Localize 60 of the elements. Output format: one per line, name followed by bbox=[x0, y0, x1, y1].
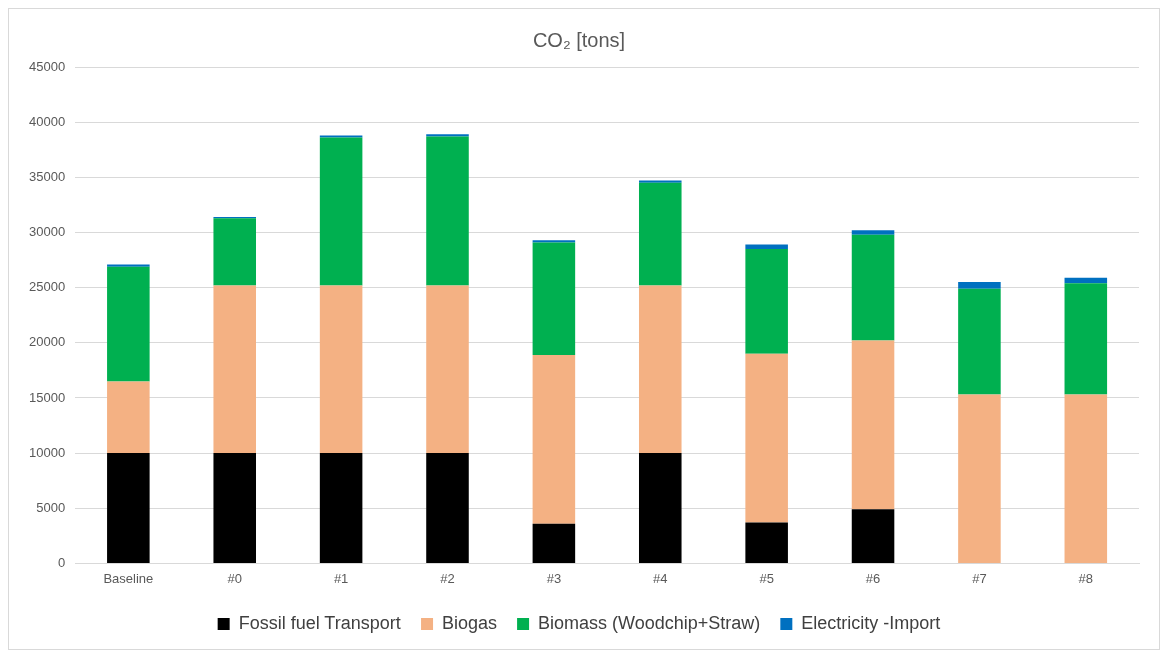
bar bbox=[319, 137, 363, 286]
bar bbox=[213, 218, 256, 286]
bar bbox=[426, 285, 469, 454]
y-tick-label: 25000 bbox=[28, 279, 66, 295]
bar bbox=[638, 285, 682, 454]
bar bbox=[745, 249, 788, 354]
bar bbox=[213, 285, 256, 454]
x-tick-label: #3 bbox=[546, 570, 562, 586]
bar bbox=[958, 394, 1001, 563]
bar bbox=[638, 453, 682, 563]
x-tick-label: #7 bbox=[972, 570, 987, 586]
legend-label: Fossil fuel Transport bbox=[238, 612, 401, 633]
legend-label: Biomass (Woodchip+Straw) bbox=[538, 612, 761, 633]
y-tick-label: 40000 bbox=[28, 113, 66, 129]
bar bbox=[638, 180, 682, 183]
legend-label: Biogas bbox=[442, 612, 498, 633]
bar bbox=[958, 288, 1001, 395]
y-tick-label: 5000 bbox=[36, 499, 66, 515]
y-tick-label: 10000 bbox=[28, 444, 66, 460]
y-tick-label: 0 bbox=[57, 554, 66, 570]
bar bbox=[532, 523, 576, 563]
bar bbox=[851, 234, 895, 341]
bar bbox=[958, 282, 1001, 289]
legend-label: Electricity -Import bbox=[801, 612, 941, 633]
x-tick-label: #1 bbox=[333, 570, 349, 586]
y-tick-label: 20000 bbox=[28, 334, 66, 350]
bar bbox=[426, 453, 469, 563]
y-tick-label: 30000 bbox=[28, 224, 66, 240]
x-tick-label: Baseline bbox=[103, 570, 154, 586]
x-tick-label: #2 bbox=[440, 570, 455, 586]
bar bbox=[638, 182, 682, 286]
bar bbox=[745, 244, 788, 250]
bar bbox=[851, 230, 895, 235]
bar bbox=[319, 453, 363, 563]
x-tick-label: #8 bbox=[1078, 570, 1094, 586]
bar bbox=[213, 453, 256, 563]
bar bbox=[426, 136, 469, 286]
bar bbox=[1064, 394, 1108, 563]
bar bbox=[319, 285, 363, 454]
bar bbox=[1064, 283, 1108, 395]
y-tick-label: 45000 bbox=[28, 58, 66, 74]
bar bbox=[532, 242, 576, 355]
bar bbox=[851, 340, 895, 510]
y-tick-label: 15000 bbox=[28, 389, 66, 405]
bar bbox=[532, 354, 576, 524]
x-tick-label: #4 bbox=[653, 570, 668, 586]
y-tick-label: 35000 bbox=[28, 168, 66, 184]
bar bbox=[319, 135, 363, 138]
bar bbox=[107, 453, 150, 563]
bar bbox=[107, 381, 150, 454]
x-tick-label: #6 bbox=[865, 570, 881, 586]
bar bbox=[426, 134, 469, 137]
bar bbox=[107, 266, 150, 382]
x-tick-label: #5 bbox=[759, 570, 774, 586]
bar bbox=[851, 509, 895, 563]
x-tick-label: #0 bbox=[227, 570, 242, 586]
bar bbox=[745, 522, 788, 563]
bar bbox=[745, 353, 788, 523]
bar bbox=[107, 264, 150, 267]
chart-title: CO₂ [tons] bbox=[532, 28, 626, 51]
